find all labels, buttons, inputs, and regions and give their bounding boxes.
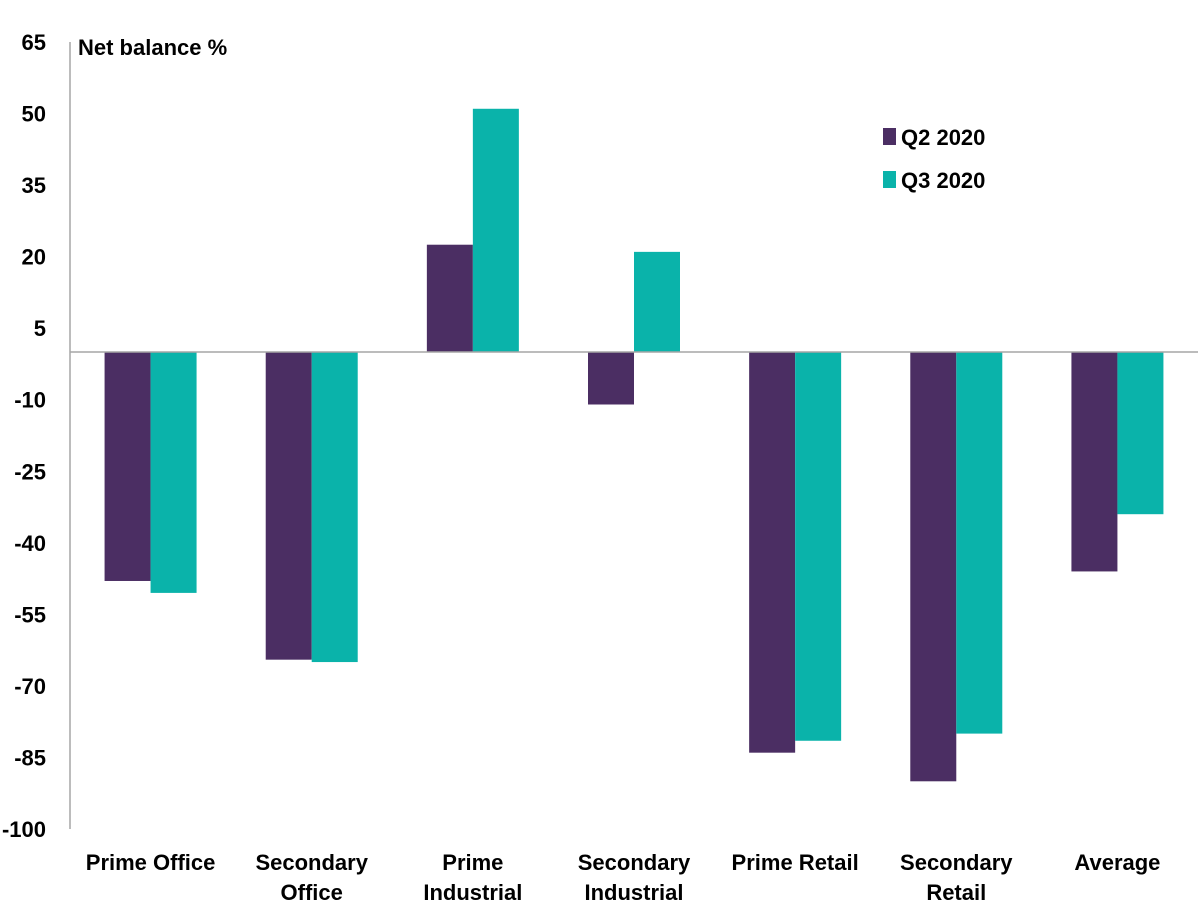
legend-label: Q3 2020 (901, 168, 985, 193)
category-label: Industrial (584, 880, 683, 905)
legend-label: Q2 2020 (901, 125, 985, 150)
category-label: Average (1074, 850, 1160, 875)
y-axis-label: Net balance % (78, 35, 227, 60)
category-label: Secondary (578, 850, 691, 875)
y-tick-label: -100 (2, 817, 46, 842)
legend-swatch (883, 171, 896, 188)
legend: Q2 2020 Q3 2020 (883, 125, 985, 193)
y-tick-label: 50 (22, 102, 46, 127)
category-labels: Prime Office Secondary Office Prime Industri… (86, 850, 1161, 905)
legend-swatch (883, 128, 896, 145)
y-axis: 65 50 35 20 5 -10 -25 -40 -55 -70 -85 -100 (2, 30, 71, 842)
bar-q2 (426, 244, 473, 353)
bar-q3 (634, 251, 680, 353)
bar-q2 (588, 352, 634, 405)
y-tick-label: -10 (14, 388, 46, 413)
y-tick-label: -55 (14, 602, 46, 627)
bar-q3 (150, 352, 197, 593)
bars (104, 108, 1164, 782)
bar-q3 (956, 352, 1003, 734)
y-tick-label: -40 (14, 531, 46, 556)
category-label: Prime Office (86, 850, 216, 875)
bar-q2 (749, 352, 796, 753)
bar-q3 (311, 352, 358, 663)
y-tick-label: -25 (14, 459, 46, 484)
bar-q2 (910, 352, 957, 782)
category-label: Secondary (255, 850, 368, 875)
y-tick-label: 65 (22, 30, 46, 55)
bar-q3 (472, 108, 519, 353)
bar-q3 (1117, 352, 1164, 515)
bar-q3 (795, 352, 842, 741)
y-tick-label: 35 (22, 173, 46, 198)
category-label: Prime (442, 850, 503, 875)
y-tick-label: -70 (14, 674, 46, 699)
category-label: Industrial (423, 880, 522, 905)
category-label: Retail (926, 880, 986, 905)
bar-q2 (104, 352, 151, 581)
category-label: Secondary (900, 850, 1013, 875)
bar-q2 (1071, 352, 1118, 572)
category-label: Office (281, 880, 343, 905)
y-tick-label: 5 (34, 316, 46, 341)
bar-q2 (265, 352, 312, 660)
category-label: Prime Retail (732, 850, 859, 875)
y-tick-label: -85 (14, 745, 46, 770)
y-tick-label: 20 (22, 245, 46, 270)
